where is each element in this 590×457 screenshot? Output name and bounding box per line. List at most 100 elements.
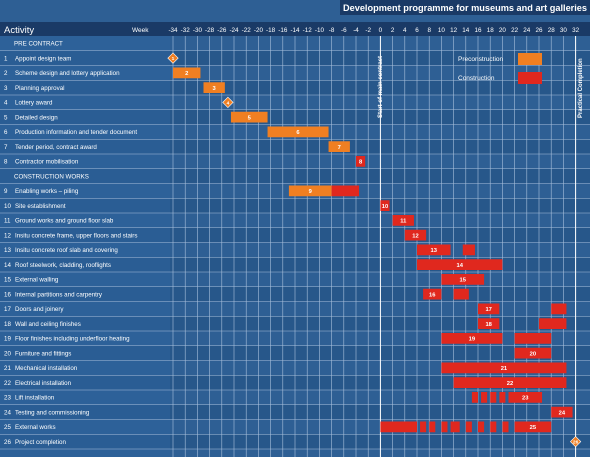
label-column	[0, 36, 170, 457]
activity-bar	[453, 377, 567, 388]
week-tick-label: 32	[572, 27, 580, 34]
activity-bars: 1234567891011121314151617181920212223242…	[167, 52, 582, 448]
activity-number: 8	[4, 159, 8, 166]
week-tick-label: -32	[181, 27, 191, 34]
week-tick-label: 14	[462, 27, 470, 34]
week-tick-label: -16	[278, 27, 288, 34]
legend: Preconstruction Construction	[458, 53, 542, 84]
bar-label: 14	[456, 263, 463, 269]
activity-bar	[478, 303, 500, 315]
bar-label: 12	[412, 233, 418, 239]
activity-bar	[356, 156, 366, 167]
section-heading: PRE CONTRACT	[14, 41, 63, 48]
week-tick-label: -8	[329, 27, 335, 34]
activity-bar	[328, 141, 350, 152]
activity-number: 25	[4, 424, 11, 431]
activity-bar	[404, 229, 427, 241]
activity-bar	[429, 421, 436, 433]
activity-number: 19	[4, 336, 11, 343]
legend-construction-swatch	[518, 72, 542, 84]
activity-bar	[417, 259, 503, 270]
legend-preconstruction-swatch	[518, 53, 542, 65]
activity-label: Insitu concrete frame, upper floors and …	[15, 232, 137, 239]
activity-number: 2	[4, 70, 8, 77]
activity-label: Roof steelwork, cladding, rooflights	[15, 262, 111, 269]
section-heading: CONSTRUCTION WORKS	[14, 173, 89, 180]
milestone-lines	[379, 36, 577, 457]
milestone-diamond	[569, 436, 582, 448]
activity-bar	[478, 318, 500, 329]
week-tick-label: -10	[315, 27, 325, 34]
week-tick-label: 30	[560, 27, 568, 34]
activity-bar	[267, 126, 329, 138]
week-tick-label: -12	[303, 27, 313, 34]
practical-completion-label: Practical Completion	[578, 58, 584, 118]
diamond-label: 26	[573, 440, 579, 446]
activity-number: 5	[4, 114, 8, 121]
week-tick-label: 20	[499, 27, 507, 34]
activity-bar	[441, 421, 448, 433]
week-tick-label: 12	[450, 27, 458, 34]
activity-bar	[441, 274, 485, 285]
activity-number: 11	[4, 218, 11, 225]
activity-bar	[288, 185, 332, 197]
week-tick-label: -30	[193, 27, 203, 34]
activity-label: Floor finishes including underfloor heat…	[15, 336, 130, 343]
diamond-label: 1	[172, 56, 175, 62]
week-tick-label: 10	[438, 27, 446, 34]
activity-label: Doors and joinery	[15, 306, 64, 313]
bar-label: 10	[382, 204, 388, 210]
bar-label: 16	[429, 292, 436, 298]
activity-bar	[551, 303, 567, 315]
activity-bar	[453, 288, 469, 300]
activity-label: Scheme design and lottery application	[15, 70, 120, 77]
activity-bar	[465, 421, 472, 433]
activity-number: 7	[4, 144, 8, 151]
activity-label: Contractor mobilisation	[15, 159, 79, 166]
bar-label: 24	[559, 410, 566, 416]
activity-bar	[380, 200, 390, 211]
activity-label: Tender period, contract award	[15, 144, 97, 151]
week-tick-label: 2	[391, 27, 395, 34]
activity-number: 22	[4, 380, 11, 387]
row-bands	[0, 36, 590, 457]
week-tick-label: 8	[427, 27, 431, 34]
activity-number: 4	[4, 100, 8, 107]
week-tick-label: -18	[266, 27, 276, 34]
start-of-main-contract-label: Start of main contract	[378, 56, 384, 118]
week-tick-label: -34	[168, 27, 178, 34]
bar-label: 2	[185, 71, 188, 77]
activity-label: Testing and commissioning	[15, 409, 90, 416]
activity-bar	[502, 421, 509, 433]
activity-label: Site establishment	[15, 203, 66, 210]
activity-bar	[508, 392, 543, 403]
week-tick-label: 28	[548, 27, 556, 34]
activity-label: Furniture and fittings	[15, 350, 71, 357]
bar-label: 18	[485, 322, 492, 328]
activity-number: 18	[4, 321, 11, 328]
activity-header: Activity	[4, 25, 34, 36]
activity-number: 3	[4, 85, 8, 92]
activity-number: 21	[4, 365, 11, 372]
bar-label: 3	[213, 86, 217, 92]
activity-bar	[462, 244, 475, 256]
bar-label: 21	[501, 366, 508, 372]
activity-bar	[471, 392, 478, 403]
activity-bar	[417, 244, 451, 256]
activity-bar	[499, 392, 506, 403]
week-header: Week	[132, 27, 149, 34]
activity-label: Electrical installation	[15, 380, 72, 387]
bar-label: 8	[359, 160, 363, 166]
week-tick-label: -28	[205, 27, 215, 34]
activity-label: Insitu concrete roof slab and covering	[15, 247, 118, 254]
activity-number: 9	[4, 188, 8, 195]
activity-label: Enabling works – piling	[15, 188, 79, 195]
week-tick-label: 24	[523, 27, 531, 34]
activity-bar	[539, 318, 567, 329]
activity-bar	[441, 333, 503, 344]
activity-number: 14	[4, 262, 11, 269]
activity-number: 17	[4, 306, 11, 313]
activity-number: 24	[4, 409, 11, 416]
bar-label: 9	[309, 189, 313, 195]
activity-bar	[450, 421, 460, 433]
